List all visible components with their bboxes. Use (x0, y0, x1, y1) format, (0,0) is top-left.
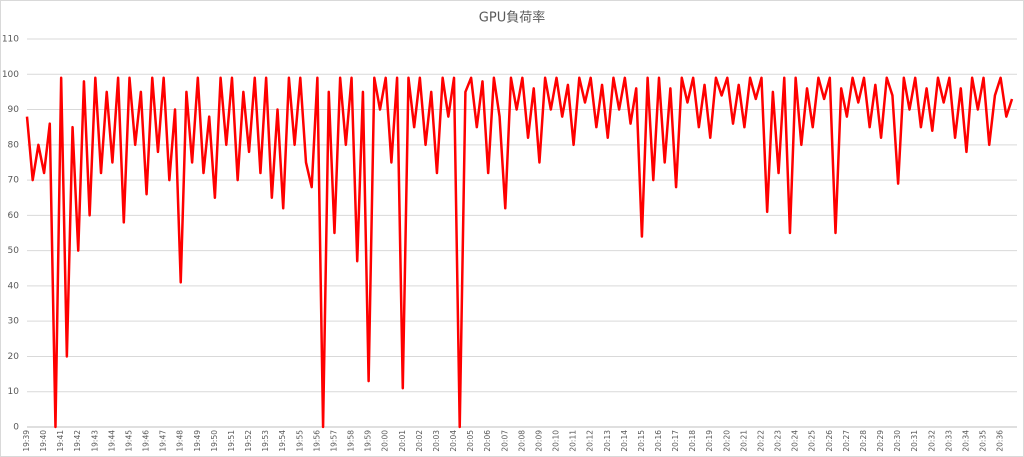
x-tick-label: 20:10 (552, 430, 561, 452)
y-tick-label: 70 (8, 176, 20, 186)
x-tick-label: 20:18 (688, 430, 697, 452)
x-tick-label: 19:44 (107, 430, 116, 452)
x-tick-label: 20:00 (381, 430, 390, 452)
x-tick-label: 20:28 (859, 430, 868, 452)
x-tick-label: 20:25 (808, 430, 817, 452)
x-tick-label: 19:46 (142, 430, 151, 452)
x-tick-label: 20:12 (586, 430, 595, 452)
x-tick-label: 20:32 (927, 430, 936, 452)
x-tick-label: 20:17 (671, 430, 680, 452)
x-tick-label: 20:21 (739, 430, 748, 452)
x-tick-label: 19:49 (193, 430, 202, 452)
x-tick-label: 20:26 (825, 430, 834, 452)
x-tick-label: 20:23 (774, 430, 783, 452)
x-tick-label: 19:48 (176, 430, 185, 452)
x-tick-label: 20:02 (415, 430, 424, 452)
y-tick-label: 40 (8, 281, 20, 291)
x-tick-label: 19:58 (347, 430, 356, 452)
x-tick-label: 19:43 (90, 430, 99, 452)
x-tick-label: 20:04 (449, 430, 458, 452)
x-tick-label: 20:27 (842, 430, 851, 452)
x-tick-label: 19:56 (312, 430, 321, 452)
x-tick-label: 19:41 (56, 430, 65, 452)
x-tick-label: 19:42 (73, 430, 82, 452)
x-tick-label: 20:01 (398, 430, 407, 452)
x-tick-label: 20:20 (722, 430, 731, 452)
x-tick-label: 19:53 (261, 430, 270, 452)
y-tick-label: 80 (8, 140, 20, 150)
x-tick-label: 19:55 (295, 430, 304, 452)
x-tick-label: 20:34 (961, 430, 970, 452)
x-tick-label: 20:14 (620, 430, 629, 452)
chart-title: GPU負荷率 (479, 10, 545, 26)
x-tick-label: 20:31 (910, 430, 919, 452)
x-tick-label: 20:36 (996, 430, 1005, 452)
x-tick-label: 20:15 (637, 430, 646, 452)
x-tick-label: 19:57 (329, 430, 338, 452)
x-tick-label: 20:07 (500, 430, 509, 452)
x-tick-label: 20:16 (654, 430, 663, 452)
x-tick-label: 20:29 (876, 430, 885, 452)
line (25, 76, 1014, 429)
y-tick-label: 20 (8, 352, 20, 362)
x-tick-label: 20:24 (791, 430, 800, 452)
x-tick-label: 20:13 (603, 430, 612, 452)
y-tick-label: 60 (8, 211, 20, 221)
x-tick-label: 19:51 (227, 430, 236, 452)
x-tick-label: 19:39 (22, 430, 31, 452)
x-tick-label: 19:59 (364, 430, 373, 452)
y-tick-label: 10 (8, 387, 20, 397)
x-tick-label: 19:52 (244, 430, 253, 452)
x-tick-label: 19:45 (124, 430, 133, 452)
x-tick-label: 20:30 (893, 430, 902, 452)
y-tick-label: 100 (2, 70, 19, 80)
x-tick-label: 20:33 (944, 430, 953, 452)
x-tick-label: 20:03 (432, 430, 441, 452)
x-tick-label: 20:35 (979, 430, 988, 452)
y-tick-label: 90 (8, 105, 20, 115)
x-tick-label: 20:22 (756, 430, 765, 452)
x-tick-label: 19:47 (159, 430, 168, 452)
x-tick-label: 20:06 (483, 430, 492, 452)
x-tick-label: 19:54 (278, 430, 287, 452)
x-tick-label: 20:08 (517, 430, 526, 452)
x-tick-label: 20:19 (705, 430, 714, 452)
y-tick-label: 110 (2, 35, 19, 45)
x-tick-label: 20:11 (569, 430, 578, 452)
x-tick-label: 20:09 (534, 430, 543, 452)
x-tick-label: 20:05 (466, 430, 475, 452)
x-tick-label: 19:50 (210, 430, 219, 452)
x-tick-label: 19:40 (39, 430, 48, 452)
y-tick-label: 0 (13, 423, 19, 433)
y-tick-label: 50 (8, 246, 20, 256)
y-tick-label: 30 (8, 317, 20, 327)
